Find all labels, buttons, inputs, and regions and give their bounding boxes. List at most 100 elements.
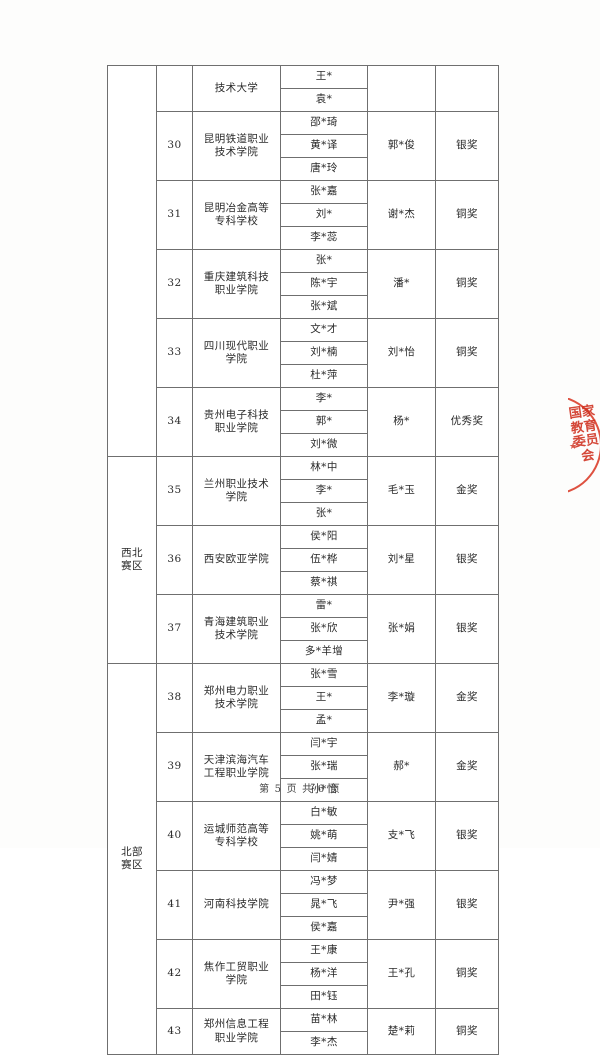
student-name-cell: 张*嘉	[280, 180, 368, 204]
table-row: 41 河南科技学院 冯*梦 尹*强 银奖	[108, 870, 499, 940]
student-name-cell: 王*康	[280, 939, 368, 963]
coach-name-cell: 杨*	[367, 387, 436, 457]
school-name-line: 专科学校	[214, 836, 259, 848]
award-results-table: 技术大学 王* 袁* 30 昆明铁道职业 技术学院 邵*琦 郭*俊 银奖 黄*译 唐*玲 31 昆明冶金…	[107, 65, 499, 1055]
student-name-cell: 郭*	[280, 410, 368, 434]
school-name-line: 学院	[225, 353, 248, 365]
sequence-number-cell: 41	[156, 870, 193, 940]
table-row: 张*	[108, 502, 499, 526]
student-name-cell: 白*敏	[280, 801, 368, 825]
student-name-cell: 陈*宇	[280, 272, 368, 296]
school-name-cell: 运城师范高等 专科学校	[192, 801, 281, 871]
school-name-cell: 贵州电子科技 职业学院	[192, 387, 281, 457]
coach-name-cell: 张*娟	[367, 594, 436, 664]
prize-cell: 铜奖	[435, 249, 499, 319]
student-name-cell: 张*瑞	[280, 755, 368, 779]
school-name-line: 四川现代职业	[203, 339, 270, 352]
school-name-line: 技术学院	[214, 629, 259, 641]
student-name-cell: 黄*译	[280, 134, 368, 158]
sequence-number-cell: 35	[156, 456, 193, 526]
student-name-cell: 唐*玲	[280, 157, 368, 181]
school-name-cell: 兰州职业技术 学院	[192, 456, 281, 526]
table-row: 31 昆明冶金高等 专科学校 张*嘉 谢*杰 铜奖	[108, 180, 499, 250]
student-name-cell: 雷*	[280, 594, 368, 618]
sequence-number-cell: 37	[156, 594, 193, 664]
table-row: 技术大学 王*	[107, 65, 499, 457]
sequence-number-cell: 31	[156, 180, 193, 250]
school-name-line: 运城师范高等	[203, 822, 270, 835]
school-name-line: 青海建筑职业	[203, 615, 270, 628]
coach-name-cell	[367, 65, 436, 112]
table-body: 技术大学 王* 袁* 30 昆明铁道职业 技术学院 邵*琦 郭*俊 银奖 黄*译 唐*玲 31 昆明冶金…	[107, 65, 499, 1055]
seal-star-icon: ★	[569, 442, 578, 452]
school-name-line: 西安欧亚学院	[203, 553, 270, 566]
student-name-cell: 孟*	[280, 709, 368, 733]
sequence-number-cell: 33	[156, 318, 193, 388]
student-name-cell: 闫*宇	[280, 732, 368, 756]
prize-cell: 优秀奖	[435, 387, 499, 457]
student-name-cell: 闫*婧	[280, 847, 368, 871]
school-name-line: 技术学院	[214, 146, 259, 158]
prize-cell: 金奖	[435, 663, 499, 733]
table-row: 北部 赛区 38 郑州电力职业 技术学院 张*雪 李*璇 金奖	[107, 663, 499, 1055]
table-row: 37 青海建筑职业 技术学院 雷* 张*娟 银奖	[108, 594, 499, 664]
table-row: 孟*	[108, 709, 499, 733]
prize-cell: 银奖	[435, 111, 499, 181]
table-row: 36 西安欧亚学院 侯*阳 刘*星 银奖	[108, 525, 499, 595]
school-name-line: 学院	[225, 974, 248, 986]
school-name-line: 焦作工贸职业	[203, 960, 270, 973]
student-name-cell: 李*杰	[280, 1031, 368, 1055]
coach-name-cell: 刘*怡	[367, 318, 436, 388]
student-name-cell: 袁*	[280, 88, 368, 112]
table-row: 42 焦作工贸职业 学院 王*康 王*孔 铜奖	[108, 939, 499, 1009]
region-label-line: 赛区	[121, 859, 143, 871]
student-name-cell: 多*羊增	[280, 640, 368, 664]
prize-cell: 铜奖	[435, 939, 499, 1009]
school-name-line: 职业学院	[214, 1031, 259, 1044]
coach-name-cell: 尹*强	[367, 870, 436, 940]
prize-cell: 铜奖	[435, 318, 499, 388]
table-row: 43 郑州信息工程 职业学院 苗*林 楚*莉 铜奖	[108, 1008, 499, 1055]
document-page: 技术大学 王* 袁* 30 昆明铁道职业 技术学院 邵*琦 郭*俊 银奖 黄*译 唐*玲 31 昆明冶金…	[107, 65, 600, 1055]
coach-name-cell: 郝*	[367, 732, 436, 802]
school-name-line: 贵州电子科技	[203, 408, 270, 421]
table-row: 32 重庆建筑科技 职业学院 张* 潘* 铜奖	[108, 249, 499, 319]
school-name-line: 专科学校	[214, 215, 259, 227]
school-name-cell: 四川现代职业 学院	[192, 318, 281, 388]
table-row: 张*斌	[108, 295, 499, 319]
coach-name-cell: 王*孔	[367, 939, 436, 1009]
student-name-cell: 侯*嘉	[280, 916, 368, 940]
student-name-cell: 田*钰	[280, 985, 368, 1009]
coach-name-cell: 谢*杰	[367, 180, 436, 250]
sequence-number-cell: 42	[156, 939, 193, 1009]
school-name-line: 职业学院	[214, 284, 259, 296]
table-row: 刘*楠	[108, 341, 499, 365]
table-row: 刘*微	[108, 433, 499, 457]
student-name-cell: 张*	[280, 249, 368, 273]
seal-text: 国家教育委员会	[568, 403, 600, 465]
school-name-cell: 西安欧亚学院	[192, 525, 281, 595]
school-name-line: 郑州电力职业	[203, 684, 270, 697]
table-row: 孙*怡	[108, 778, 499, 802]
student-name-cell: 姚*萌	[280, 824, 368, 848]
prize-cell: 铜奖	[435, 180, 499, 250]
coach-name-cell: 潘*	[367, 249, 436, 319]
student-name-cell: 邵*琦	[280, 111, 368, 135]
student-name-cell: 王*	[280, 686, 368, 710]
student-name-cell: 蔡*祺	[280, 571, 368, 595]
school-name-cell: 河南科技学院	[192, 870, 281, 940]
table-row: 郭*	[108, 410, 499, 434]
school-name-cell: 郑州信息工程 职业学院	[192, 1008, 281, 1055]
table-row: 多*羊增	[108, 640, 499, 664]
school-name-line: 工程职业学院	[203, 767, 270, 779]
coach-name-cell: 郭*俊	[367, 111, 436, 181]
prize-cell: 银奖	[435, 801, 499, 871]
region-label-line: 西北	[121, 546, 143, 559]
school-name-cell: 技术大学	[192, 65, 281, 112]
table-row: 39 天津滨海汽车 工程职业学院 闫*宇 郝* 金奖	[108, 732, 499, 802]
page-footer: 第 5 页 共 6 页	[259, 784, 341, 795]
sequence-number-cell: 32	[156, 249, 193, 319]
table-row: 陈*宇	[108, 272, 499, 296]
region-cell: 北部 赛区	[107, 663, 157, 1055]
coach-name-cell: 毛*玉	[367, 456, 436, 526]
